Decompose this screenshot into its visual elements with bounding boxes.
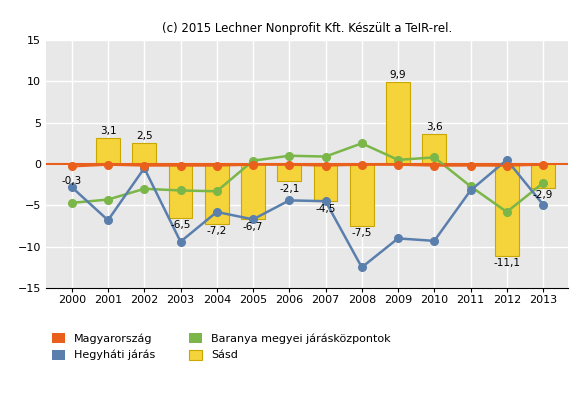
Bar: [96, 138, 120, 164]
Legend: Magyarország, Hegyháti járás, Baranya megyei járásközpontok, Sásd: Magyarország, Hegyháti járás, Baranya me…: [52, 333, 390, 360]
Bar: [314, 164, 338, 201]
Text: -7,5: -7,5: [351, 228, 372, 238]
Text: -6,5: -6,5: [171, 220, 191, 230]
Text: 3,1: 3,1: [100, 126, 117, 136]
Bar: [205, 164, 229, 224]
Bar: [495, 164, 519, 256]
Text: -7,2: -7,2: [206, 226, 227, 236]
Text: -2,1: -2,1: [279, 184, 299, 194]
Bar: [422, 134, 446, 164]
Bar: [169, 164, 193, 218]
Text: -0,3: -0,3: [61, 176, 82, 186]
Text: -6,7: -6,7: [243, 222, 263, 232]
Title: (c) 2015 Lechner Nonprofit Kft. Készült a TeIR-rel.: (c) 2015 Lechner Nonprofit Kft. Készült …: [162, 22, 452, 35]
Text: 2,5: 2,5: [136, 131, 153, 141]
Bar: [350, 164, 374, 226]
Text: -4,5: -4,5: [316, 204, 336, 214]
Text: -11,1: -11,1: [493, 258, 520, 268]
Text: 9,9: 9,9: [390, 70, 407, 80]
Bar: [277, 164, 301, 181]
Bar: [241, 164, 265, 219]
Bar: [531, 164, 555, 188]
Text: -2,9: -2,9: [533, 190, 553, 200]
Bar: [386, 82, 410, 164]
Bar: [132, 143, 156, 164]
Text: 3,6: 3,6: [426, 122, 443, 132]
